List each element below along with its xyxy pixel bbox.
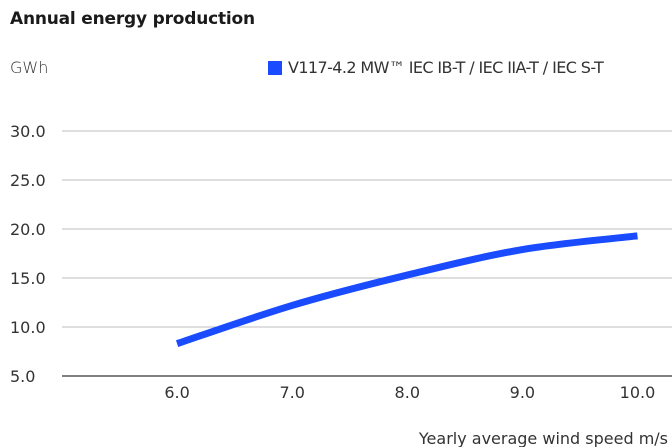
legend-label: V117-4.2 MW™ IEC IB-T / IEC IIA-T / IEC … xyxy=(288,58,604,77)
x-tick-label: 6.0 xyxy=(164,383,189,402)
series-line xyxy=(175,232,638,347)
x-tick-label: 10.0 xyxy=(620,383,656,402)
y-tick-label: 30.0 xyxy=(10,122,46,141)
grid-lines xyxy=(62,130,672,377)
y-tick-label: 15.0 xyxy=(10,269,46,288)
y-axis-ticks: 5.0 10.0 15.0 20.0 25.0 30.0 xyxy=(10,122,46,386)
y-tick-label: 10.0 xyxy=(10,318,46,337)
x-tick-label: 7.0 xyxy=(279,383,304,402)
y-tick-label: 20.0 xyxy=(10,220,46,239)
x-tick-label: 9.0 xyxy=(510,383,535,402)
legend-swatch xyxy=(268,60,282,75)
x-axis-label: Yearly average wind speed m/s xyxy=(418,429,668,447)
chart-title: Annual energy production xyxy=(10,9,255,29)
x-tick-label: 8.0 xyxy=(395,383,420,402)
x-axis-ticks: 6.0 7.0 8.0 9.0 10.0 xyxy=(164,383,655,402)
y-tick-label: 25.0 xyxy=(10,171,46,190)
y-tick-label: 5.0 xyxy=(10,367,35,386)
series-lines xyxy=(175,232,638,347)
legend: V117-4.2 MW™ IEC IB-T / IEC IIA-T / IEC … xyxy=(268,58,604,77)
y-axis-unit-label: GWh xyxy=(10,58,49,77)
